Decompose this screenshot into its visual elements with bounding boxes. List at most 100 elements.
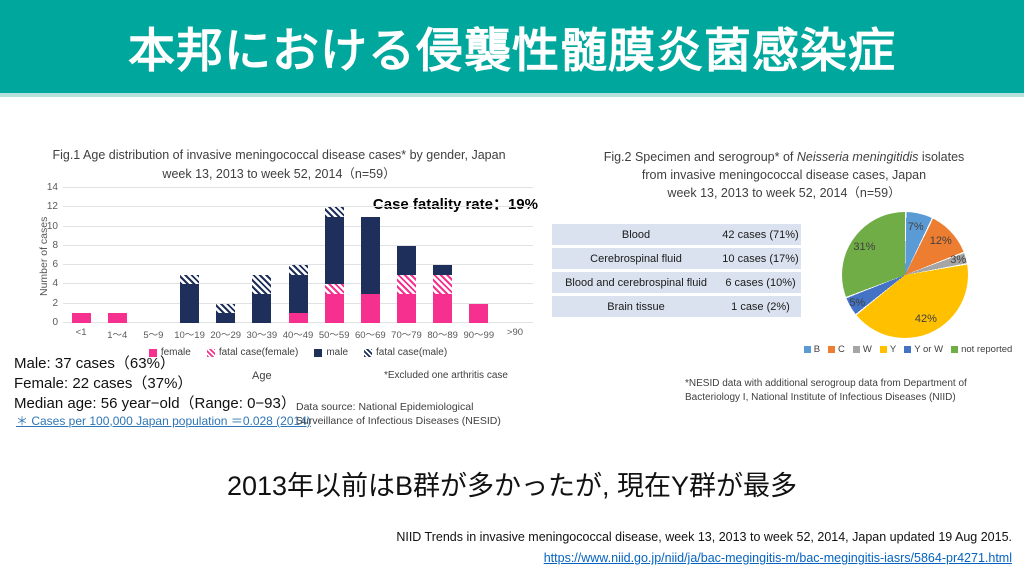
x-tick-label: 10〜19 xyxy=(174,330,205,341)
bar-slot xyxy=(171,188,207,323)
legend-item: fatal case(female) xyxy=(206,347,298,358)
bar-segment-fatal-case-female- xyxy=(324,284,344,295)
bar-segment-female xyxy=(324,294,344,323)
fig2-title: Fig.2 Specimen and serogroup* of Neisser… xyxy=(548,148,1020,202)
pie-slice-label: 42% xyxy=(914,313,937,326)
bar-segment-male xyxy=(324,216,344,285)
legend-item: Y or W xyxy=(904,344,943,355)
specimen-cell: Blood and cerebrospinal fluid xyxy=(565,276,707,289)
stacked-bar xyxy=(396,245,416,323)
bar-slot xyxy=(63,188,99,323)
bar-slot xyxy=(497,188,533,323)
bar-segment-female xyxy=(469,303,489,323)
citation-url-link[interactable]: https://www.niid.go.jp/niid/ja/bac-megin… xyxy=(543,551,1012,566)
pie-slice-label: 7% xyxy=(907,221,924,234)
legend-swatch xyxy=(879,346,887,353)
legend-item: male xyxy=(314,347,348,358)
species-name: Neisseria meningitidis xyxy=(796,150,919,164)
bar-segment-fatal-case-female- xyxy=(433,274,453,295)
bar-series xyxy=(63,188,533,323)
y-tick-label: 10 xyxy=(46,220,58,232)
bar-slot xyxy=(99,188,135,323)
x-tick-label: 5〜9 xyxy=(143,330,164,341)
x-tick-label: 1〜4 xyxy=(107,330,128,341)
stacked-bar xyxy=(433,265,453,323)
bar-segment-female xyxy=(433,294,453,323)
stat-female: Female: 22 cases（37%） xyxy=(14,374,193,392)
table-row: Cerebrospinal fluid 10 cases (17%) xyxy=(552,248,801,269)
table-row: Blood 42 cases (71%) xyxy=(552,224,801,245)
pie-slice-label: 31% xyxy=(853,241,876,254)
fig1-section: Fig.1 Age distribution of invasive menin… xyxy=(18,146,540,376)
bar-segment-fatal-case-female- xyxy=(396,274,416,295)
x-tick-label: 40〜49 xyxy=(282,330,314,341)
bar-slot xyxy=(388,188,424,323)
legend-label: male xyxy=(326,347,349,358)
legend-label: B xyxy=(813,344,821,355)
y-tick-label: 4 xyxy=(52,278,58,290)
fig1-stats: Male: 37 cases（63%） Female: 22 cases（37%… xyxy=(14,354,296,413)
bar-segment-male xyxy=(180,284,200,323)
fig1-plot: 0 2 4 6 8 10 12 14 xyxy=(47,183,533,328)
x-tick-label: 90〜99 xyxy=(463,330,495,341)
gridline xyxy=(63,264,533,266)
bar-slot xyxy=(316,188,352,323)
bar-segment-male xyxy=(396,245,416,275)
legend-item: female xyxy=(148,347,191,358)
legend-label: female xyxy=(160,347,191,358)
fig1-legend: female fatal case(female) male fatal case(m… xyxy=(63,347,533,358)
x-tick-label: >90 xyxy=(506,327,524,338)
legend-swatch xyxy=(148,348,157,357)
header-accent-strip xyxy=(0,93,1024,97)
bar-segment-female xyxy=(288,313,308,323)
table-row: Brain tissue 1 case (2%) xyxy=(552,296,801,317)
y-tick-label: 0 xyxy=(52,317,58,328)
pie-slice-label: 12% xyxy=(929,235,952,248)
incidence-rate-link[interactable]: ＊ Cases per 100,000 Japan population ＝0.… xyxy=(16,414,311,428)
citation-block: NIID Trends in invasive meningococcal di… xyxy=(396,528,1012,569)
fig2-legend: B C W Y Y or W not reported xyxy=(796,344,1020,355)
bar-slot xyxy=(280,188,316,323)
count-cell: 10 cases (17%) xyxy=(722,252,799,265)
fig1-excluded-note: *Excluded one arthritis case xyxy=(384,370,508,381)
stacked-bar xyxy=(252,274,272,323)
x-tick-label: <1 xyxy=(75,327,87,338)
fig1-x-axis-label: Age xyxy=(252,370,272,382)
y-tick-label: 14 xyxy=(46,182,58,193)
specimen-cell: Brain tissue xyxy=(607,300,665,313)
legend-swatch xyxy=(314,348,323,357)
bar-segment-fatal-case-male- xyxy=(324,207,344,217)
legend-item: C xyxy=(828,344,845,355)
bar-segment-female xyxy=(71,313,91,323)
stacked-bar xyxy=(216,303,236,323)
fig1-xticks: <1 1〜4 5〜9 10〜19 20〜29 30〜39 40〜49 50〜59 60〜69 70… xyxy=(63,327,533,341)
bar-segment-female xyxy=(107,313,127,323)
bar-slot xyxy=(135,188,171,323)
bar-segment-fatal-case-male- xyxy=(288,265,308,275)
x-tick-label: 50〜59 xyxy=(318,330,350,341)
x-tick-label: 60〜69 xyxy=(355,330,386,341)
y-tick-label: 2 xyxy=(52,297,58,309)
stacked-bar xyxy=(180,274,200,323)
legend-swatch xyxy=(206,348,215,357)
gridline xyxy=(63,225,533,227)
legend-swatch xyxy=(852,346,860,353)
stacked-bar xyxy=(107,313,127,323)
pie-slice-label: 5% xyxy=(849,297,866,310)
bar-segment-male xyxy=(216,313,236,323)
fig2-pie: 7% 12% 3% 42% 5% 31% xyxy=(842,212,968,338)
legend-label: W xyxy=(862,344,872,355)
gridline xyxy=(63,187,533,188)
legend-swatch xyxy=(951,346,959,353)
stacked-bar xyxy=(71,313,91,323)
x-tick-label: 30〜39 xyxy=(246,330,278,341)
legend-swatch xyxy=(904,346,912,353)
pie-slice-label: 3% xyxy=(950,253,967,266)
legend-item: not reported xyxy=(951,344,1012,355)
specimen-cell: Cerebrospinal fluid xyxy=(590,252,682,265)
gridline xyxy=(63,206,533,208)
stat-median-age: Median age: 56 year−old（Range: 0−93） xyxy=(14,394,296,412)
x-tick-label: 80〜89 xyxy=(427,330,458,341)
fig2-section: Fig.2 Specimen and serogroup* of Neisser… xyxy=(548,148,1020,408)
x-tick-label: 20〜29 xyxy=(210,330,242,341)
